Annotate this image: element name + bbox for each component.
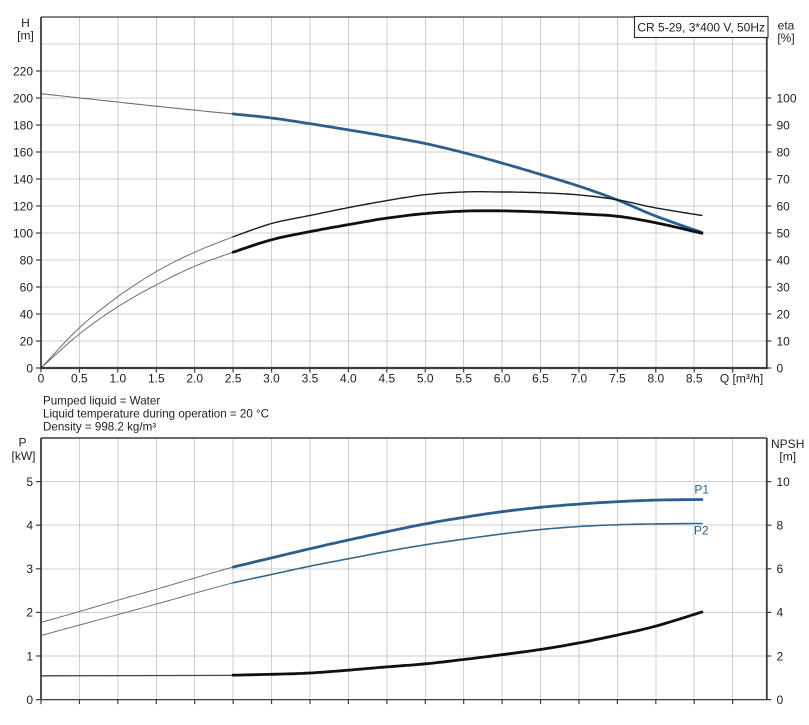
svg-text:0: 0 — [777, 361, 784, 375]
svg-text:3.5: 3.5 — [302, 372, 319, 386]
svg-text:CR 5-29, 3*400 V, 50Hz: CR 5-29, 3*400 V, 50Hz — [637, 21, 765, 35]
svg-text:0: 0 — [26, 361, 33, 375]
svg-text:60: 60 — [777, 199, 791, 213]
svg-text:120: 120 — [13, 199, 33, 213]
svg-text:80: 80 — [777, 145, 791, 159]
svg-text:10: 10 — [777, 475, 791, 489]
svg-text:Pumped liquid = Water: Pumped liquid = Water — [43, 394, 160, 407]
svg-text:100: 100 — [777, 91, 797, 105]
svg-text:Density = 998.2 kg/m³: Density = 998.2 kg/m³ — [43, 420, 156, 433]
svg-text:8.0: 8.0 — [647, 372, 664, 386]
svg-text:200: 200 — [13, 91, 33, 105]
svg-text:0: 0 — [38, 372, 45, 386]
svg-text:20: 20 — [20, 334, 34, 348]
svg-text:7.0: 7.0 — [571, 372, 588, 386]
svg-text:[m]: [m] — [17, 28, 34, 42]
svg-text:30: 30 — [777, 280, 791, 294]
svg-text:5.0: 5.0 — [417, 372, 434, 386]
svg-text:6: 6 — [777, 562, 784, 576]
svg-text:80: 80 — [20, 253, 34, 267]
svg-text:1.0: 1.0 — [109, 372, 126, 386]
svg-text:220: 220 — [13, 64, 33, 78]
svg-text:P: P — [18, 435, 26, 449]
svg-text:4.0: 4.0 — [340, 372, 357, 386]
svg-text:P2: P2 — [694, 523, 709, 537]
svg-text:6.5: 6.5 — [532, 372, 549, 386]
svg-text:0: 0 — [26, 693, 33, 707]
svg-text:140: 140 — [13, 172, 33, 186]
svg-text:2.5: 2.5 — [225, 372, 242, 386]
svg-text:50: 50 — [777, 226, 791, 240]
svg-text:4: 4 — [777, 606, 784, 620]
svg-text:70: 70 — [777, 172, 791, 186]
svg-text:1.5: 1.5 — [148, 372, 165, 386]
svg-text:Q [m³/h]: Q [m³/h] — [720, 372, 763, 386]
svg-text:0.5: 0.5 — [71, 372, 88, 386]
svg-text:5: 5 — [26, 475, 33, 489]
svg-text:P1: P1 — [694, 482, 709, 496]
svg-text:40: 40 — [777, 253, 791, 267]
svg-text:60: 60 — [20, 280, 34, 294]
svg-text:[m]: [m] — [779, 449, 796, 463]
svg-text:Liquid temperature during oper: Liquid temperature during operation = 20… — [43, 407, 269, 420]
svg-text:5.5: 5.5 — [455, 372, 472, 386]
svg-text:[%]: [%] — [777, 31, 794, 45]
svg-text:180: 180 — [13, 118, 33, 132]
svg-text:40: 40 — [20, 307, 34, 321]
svg-text:3: 3 — [26, 562, 33, 576]
svg-text:100: 100 — [13, 226, 33, 240]
svg-text:2: 2 — [777, 649, 784, 663]
svg-text:[kW]: [kW] — [12, 449, 36, 463]
svg-text:4: 4 — [26, 519, 33, 533]
svg-text:160: 160 — [13, 145, 33, 159]
svg-text:20: 20 — [777, 307, 791, 321]
svg-text:6.0: 6.0 — [494, 372, 511, 386]
svg-text:4.5: 4.5 — [378, 372, 395, 386]
svg-text:8: 8 — [777, 519, 784, 533]
svg-text:1: 1 — [26, 649, 33, 663]
svg-text:2: 2 — [26, 606, 33, 620]
svg-text:8.5: 8.5 — [686, 372, 703, 386]
svg-text:7.5: 7.5 — [609, 372, 626, 386]
svg-text:0: 0 — [777, 693, 784, 707]
svg-text:3.0: 3.0 — [263, 372, 280, 386]
svg-text:10: 10 — [777, 334, 791, 348]
svg-text:2.0: 2.0 — [186, 372, 203, 386]
svg-text:90: 90 — [777, 118, 791, 132]
